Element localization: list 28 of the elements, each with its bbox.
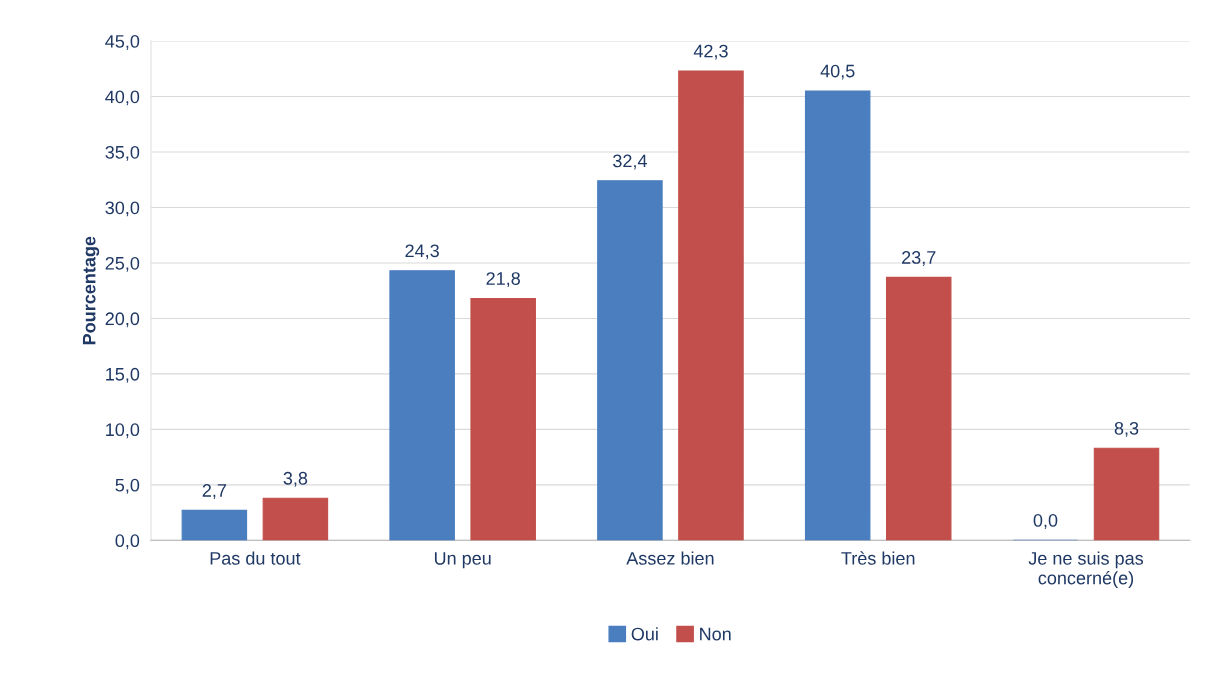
y-tick-label: 35,0 — [105, 145, 140, 161]
data-label: 8,3 — [1114, 421, 1139, 437]
data-label: 40,5 — [820, 64, 855, 80]
y-tick-label: 0,0 — [115, 534, 140, 550]
y-tick-label: 45,0 — [105, 34, 140, 50]
data-label: 32,4 — [613, 154, 647, 170]
x-tick-label: Je ne suis pas concerné(e) — [1028, 551, 1144, 588]
y-tick-label: 5,0 — [115, 478, 140, 494]
y-tick-label: 40,0 — [105, 90, 140, 106]
data-label: 23,7 — [902, 251, 936, 266]
x-tick-label: Assez bien — [626, 551, 714, 565]
y-tick-label: 30,0 — [105, 201, 140, 217]
x-tick-label: Un peu — [434, 552, 491, 569]
data-label: 42,3 — [693, 44, 728, 60]
x-tick-label: Pas du tout — [210, 551, 301, 565]
data-label: 24,3 — [405, 244, 439, 260]
y-tick-label: 25,0 — [105, 256, 140, 272]
y-tick-label: 20,0 — [105, 312, 140, 328]
data-label: 21,8 — [486, 272, 520, 288]
legend-label: Non — [700, 627, 731, 641]
x-tick-label: Très bien — [841, 551, 915, 565]
data-label: 3,8 — [283, 471, 308, 487]
data-label: 2,7 — [202, 484, 227, 499]
data-label: 0,0 — [1033, 514, 1058, 529]
y-axis-title: Pourcentage — [82, 236, 100, 345]
legend-label: Oui — [631, 627, 658, 641]
y-tick-label: 15,0 — [106, 367, 140, 383]
y-tick-label: 10,0 — [106, 423, 140, 439]
